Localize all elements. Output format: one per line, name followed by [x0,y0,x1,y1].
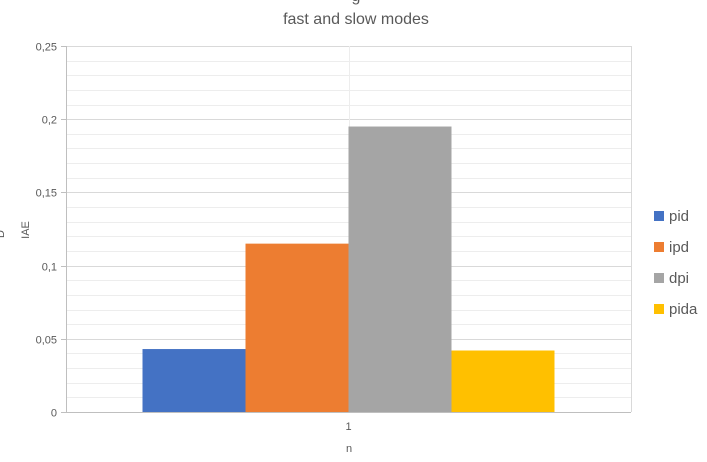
bar-dpi [348,126,452,413]
y-tick-label: 0 [51,408,57,420]
legend-swatch-dpi [654,273,664,283]
y-axis-label: IAE [20,221,32,239]
legend: pid ipd dpi pida [654,208,698,318]
y-axis-label-fragment: D [0,230,7,238]
bar-ipd [245,243,349,412]
legend-swatch-pid [654,211,664,221]
legend-label-pida: pida [669,301,698,318]
chart-title-fragment: g [352,0,361,5]
y-tick-label: 0,05 [36,335,57,347]
x-axis-label: n [346,443,352,455]
chart-title-text: fast and slow modes [283,11,429,28]
x-tick-label: 1 [345,421,351,433]
legend-label-dpi: dpi [669,270,689,287]
tick-labels: 0 0,05 0,1 0,15 0,2 0,25 1 [36,42,352,434]
bars [142,126,555,413]
y-tick-label: 0,1 [42,262,57,274]
y-tick-label: 0,25 [36,42,57,54]
y-tick-label: 0,15 [36,188,57,200]
bar-pida [451,350,555,412]
legend-label-ipd: ipd [669,239,689,256]
axes [61,46,631,413]
bar-pid [142,349,246,412]
legend-label-pid: pid [669,208,689,225]
y-tick-label: 0,2 [42,115,57,127]
chart-title: g fast and slow modes [283,0,429,28]
legend-swatch-ipd [654,242,664,252]
legend-swatch-pida [654,304,664,314]
